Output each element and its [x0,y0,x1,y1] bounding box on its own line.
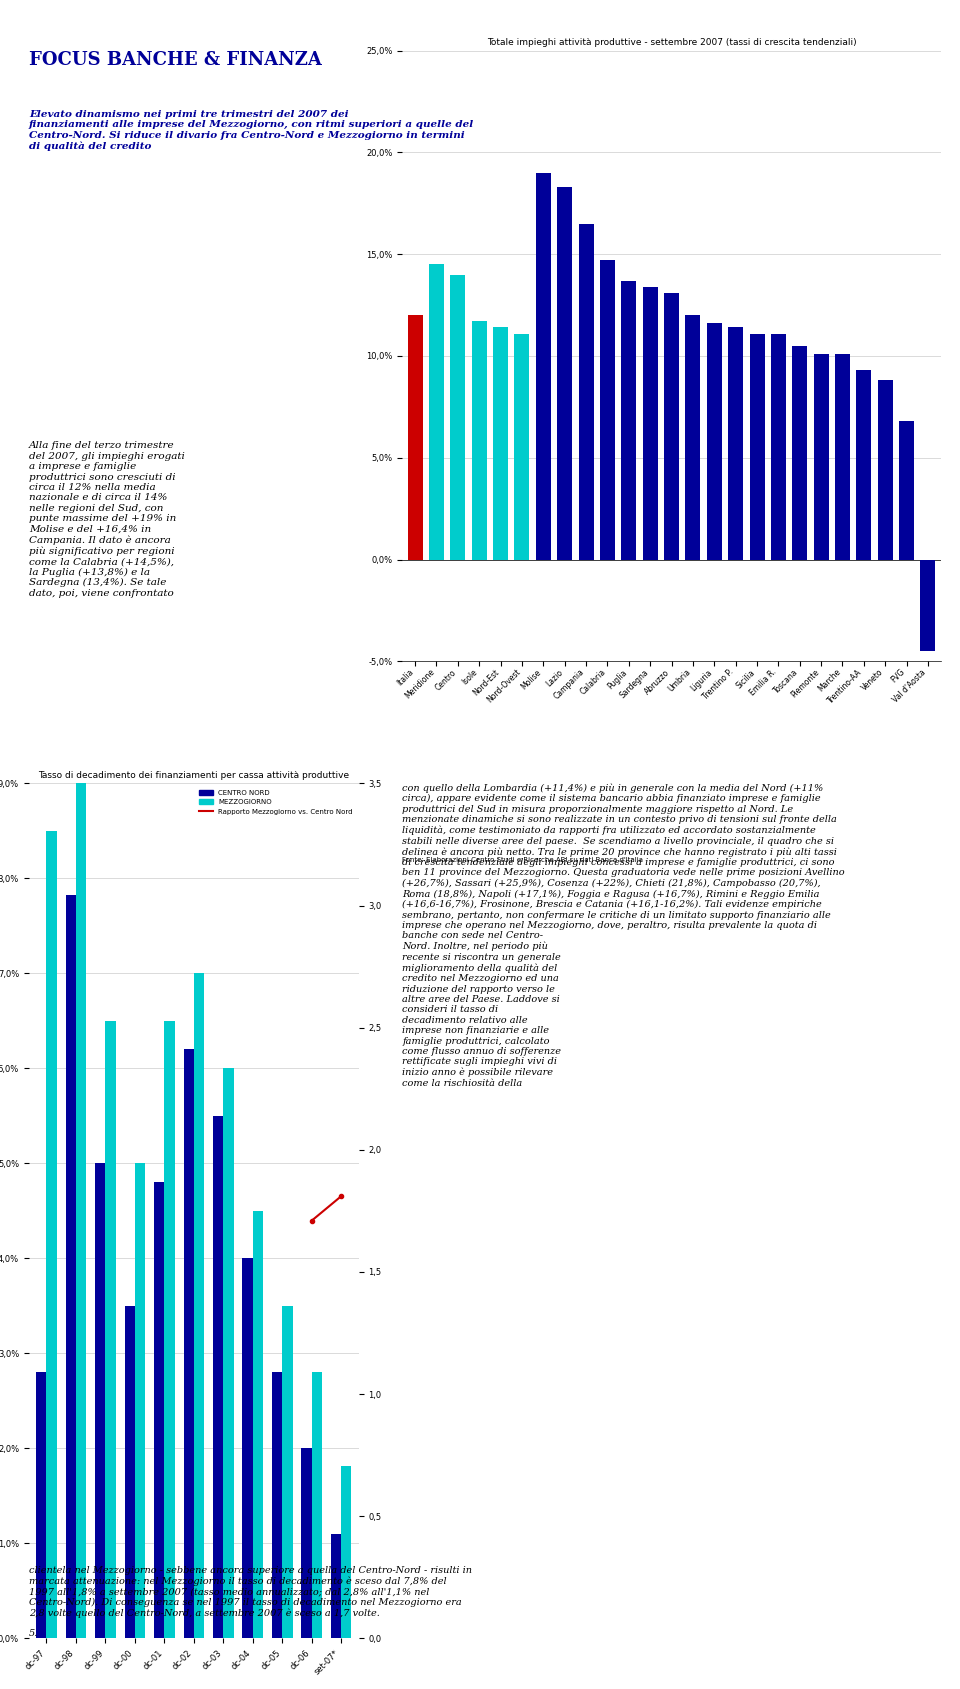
Bar [814,355,828,559]
Bar [272,1373,282,1638]
Rapporto Mezzogiorno vs. Centro Nord [335,1186,347,1206]
Bar [471,321,487,559]
Bar [515,334,529,559]
Bar [493,328,508,559]
Bar [408,316,422,559]
Bar [450,275,466,559]
Text: Elevato dinamismo nei primi tre trimestri del 2007 dei
finanziamenti alle impres: Elevato dinamismo nei primi tre trimestr… [29,110,474,150]
Text: Alla fine del terzo trimestre
del 2007, gli impieghi erogati
a imprese e famigli: Alla fine del terzo trimestre del 2007, … [29,441,184,598]
Legend: CENTRO NORD, MEZZOGIORNO, Rapporto Mezzogiorno vs. Centro Nord: CENTRO NORD, MEZZOGIORNO, Rapporto Mezzo… [196,787,355,817]
Bar [125,1306,135,1638]
Bar [600,260,615,559]
Bar [729,328,743,559]
Bar [856,370,872,559]
Text: FOCUS BANCHE & FINANZA: FOCUS BANCHE & FINANZA [29,51,322,69]
Bar [877,380,893,559]
Bar [252,1211,263,1638]
Text: clientela nel Mezzogiorno - sebbene ancora superiore a quella del Centro-Nord - : clientela nel Mezzogiorno - sebbene anco… [29,1566,471,1638]
Bar [301,1449,312,1638]
Bar [164,1020,175,1638]
Bar [536,172,551,559]
Bar [36,1373,46,1638]
Bar [921,559,935,652]
Bar [213,1116,224,1638]
Bar [154,1182,164,1638]
Bar [76,784,86,1638]
Bar [750,334,764,559]
Bar [642,287,658,559]
Bar [46,831,57,1638]
Bar [621,280,636,559]
Bar [429,265,444,559]
Bar [557,187,572,559]
Bar [106,1020,116,1638]
Bar [194,973,204,1638]
Bar [579,223,593,559]
Text: Fonte: Elaborazioni Centro Studi e Ricerche ABI su dati Banca d'Italia: Fonte: Elaborazioni Centro Studi e Ricer… [402,856,643,863]
Rapporto Mezzogiorno vs. Centro Nord [306,1211,318,1231]
Bar [331,1534,341,1638]
Bar [707,323,722,559]
Bar [664,292,679,559]
Text: con quello della Lombardia (+11,4%) e più in generale con la media del Nord (+11: con quello della Lombardia (+11,4%) e pi… [402,784,845,1088]
Bar [135,1164,145,1638]
Bar [771,334,786,559]
Line: Rapporto Mezzogiorno vs. Centro Nord: Rapporto Mezzogiorno vs. Centro Nord [310,1194,344,1223]
Bar [685,316,701,559]
Bar [341,1466,351,1638]
Bar [312,1373,322,1638]
Title: Totale impieghi attività produttive - settembre 2007 (tassi di crescita tendenzi: Totale impieghi attività produttive - se… [487,39,856,47]
Bar [243,1258,252,1638]
Bar [835,355,850,559]
Bar [792,346,807,559]
Bar [282,1306,293,1638]
Title: Tasso di decadimento dei finanziamenti per cassa attività produttive: Tasso di decadimento dei finanziamenti p… [38,770,349,780]
Bar [183,1049,194,1638]
Bar [95,1164,106,1638]
Bar [224,1069,233,1638]
Bar [65,895,76,1638]
Bar [900,421,914,559]
